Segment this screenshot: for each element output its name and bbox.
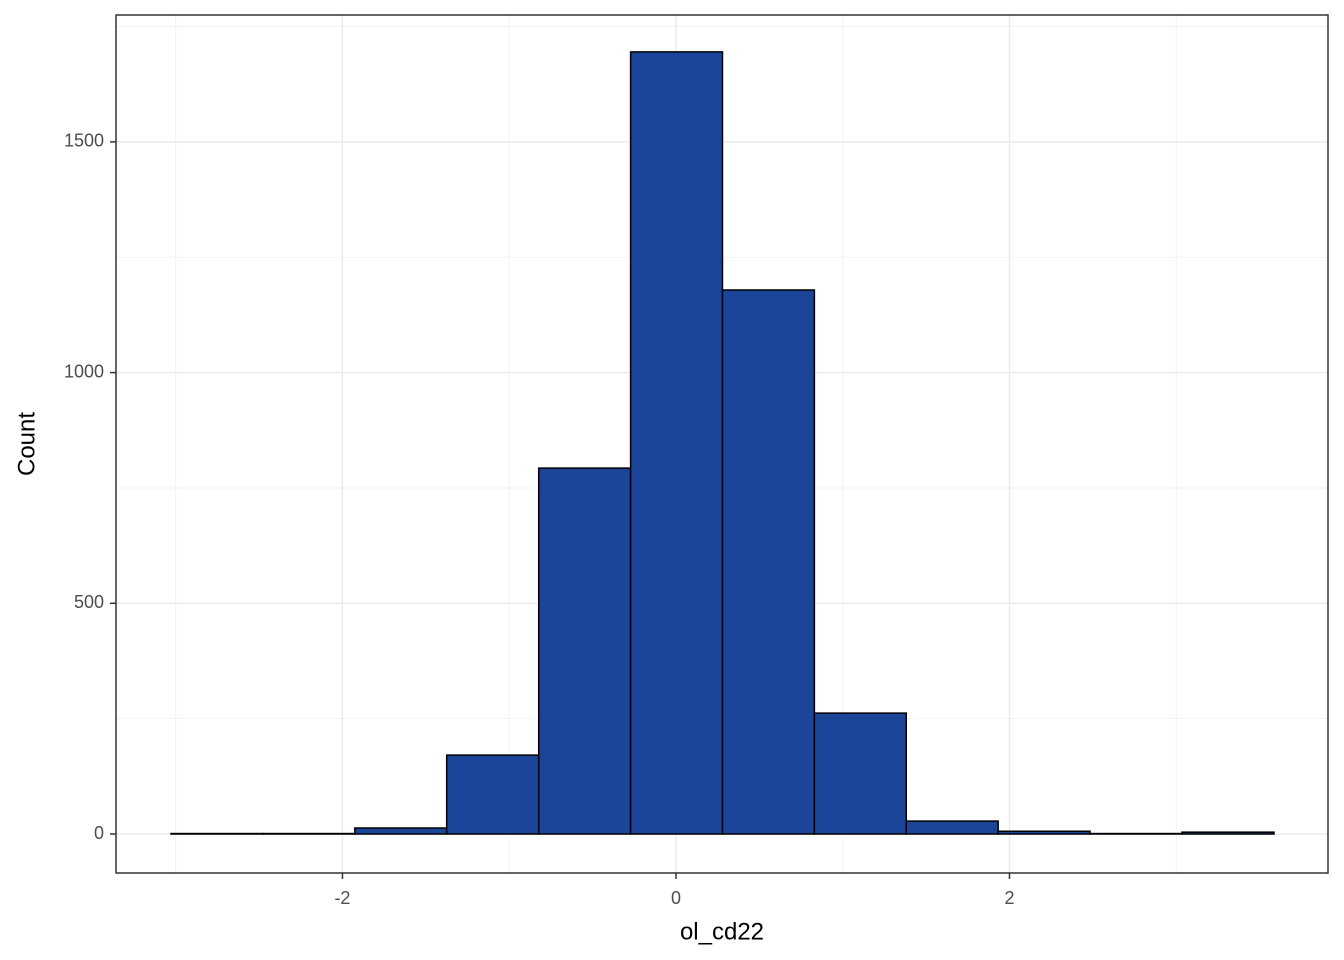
- y-tick-label: 1500: [64, 131, 104, 151]
- bar: [445, 754, 540, 835]
- bar: [1181, 831, 1275, 835]
- x-axis-title: ol_cd22: [680, 918, 764, 945]
- bar: [721, 289, 816, 835]
- x-tick-label: 0: [671, 888, 681, 908]
- bar: [537, 467, 632, 835]
- bar: [997, 830, 1091, 835]
- y-tick-label: 0: [94, 823, 104, 843]
- y-axis-title: Count: [13, 412, 40, 476]
- y-tick-label: 500: [74, 592, 104, 612]
- bar: [813, 712, 908, 835]
- bar: [354, 827, 448, 835]
- x-tick-label: -2: [334, 888, 350, 908]
- y-tick-label: 1000: [64, 361, 104, 381]
- bar: [629, 51, 724, 835]
- bar: [905, 820, 999, 835]
- x-tick-label: 2: [1004, 888, 1014, 908]
- panel-border: [115, 14, 1329, 874]
